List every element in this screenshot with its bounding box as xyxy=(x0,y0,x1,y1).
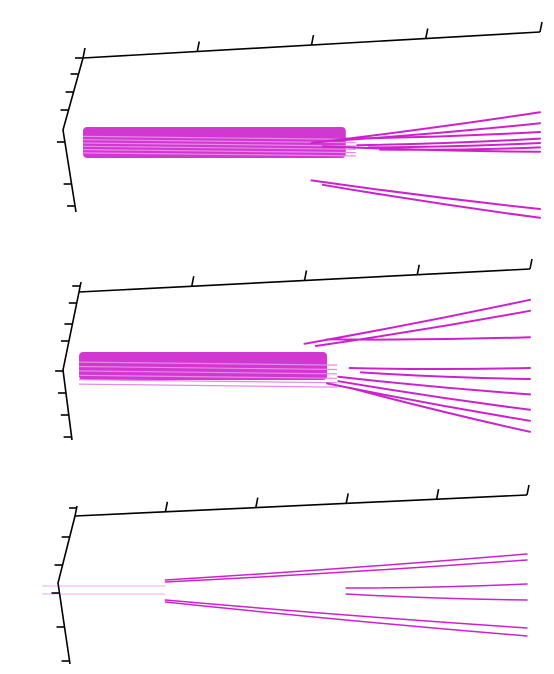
track-line xyxy=(337,380,531,411)
track-streamline xyxy=(82,145,356,150)
track-line xyxy=(164,559,528,583)
z-tick-mark xyxy=(78,281,82,293)
track-line xyxy=(326,336,531,341)
track-line xyxy=(337,375,531,396)
z-tick-mark xyxy=(164,501,169,512)
track-line xyxy=(367,142,541,149)
track-streamline xyxy=(78,365,338,371)
track-line xyxy=(321,183,541,219)
z-tick-mark xyxy=(255,497,259,508)
track-streamline xyxy=(78,361,338,366)
z-tick-mark xyxy=(310,34,315,46)
track-line xyxy=(345,583,528,589)
track-line xyxy=(321,145,541,153)
track-streamline xyxy=(82,152,356,157)
track-line xyxy=(348,386,531,433)
track-streamline xyxy=(82,149,356,154)
track-line xyxy=(356,137,541,147)
z-tick-mark xyxy=(526,484,530,496)
track-line xyxy=(359,371,531,380)
z-tick-mark xyxy=(303,270,308,281)
track-streamline xyxy=(78,383,338,388)
track-line xyxy=(164,599,528,629)
xy-axis-line xyxy=(62,57,84,213)
z-axis-line xyxy=(74,494,528,517)
track-streamline xyxy=(78,370,338,375)
z-tick-mark xyxy=(345,493,349,504)
track-line xyxy=(310,179,541,210)
track-line xyxy=(344,131,541,140)
z-tick-mark xyxy=(424,28,429,39)
track-line xyxy=(345,593,528,601)
z-tick-mark xyxy=(196,41,201,52)
track-streamline xyxy=(82,139,356,144)
track-streamline xyxy=(82,142,356,147)
track-line xyxy=(348,367,531,370)
track-line xyxy=(164,601,528,637)
z-tick-mark xyxy=(190,276,195,287)
track-line xyxy=(164,553,528,581)
z-tick-mark xyxy=(416,264,421,275)
z-tick-mark xyxy=(435,489,440,500)
track-streamline xyxy=(78,374,338,379)
track-line xyxy=(314,309,531,347)
track-streamline xyxy=(82,135,356,140)
xy-axis-line xyxy=(62,291,80,441)
z-tick-mark xyxy=(82,47,86,59)
xy-axis-line xyxy=(57,515,76,665)
z-tick-mark xyxy=(539,21,543,33)
track-streamline xyxy=(78,379,338,384)
z-tick-mark xyxy=(529,258,533,270)
